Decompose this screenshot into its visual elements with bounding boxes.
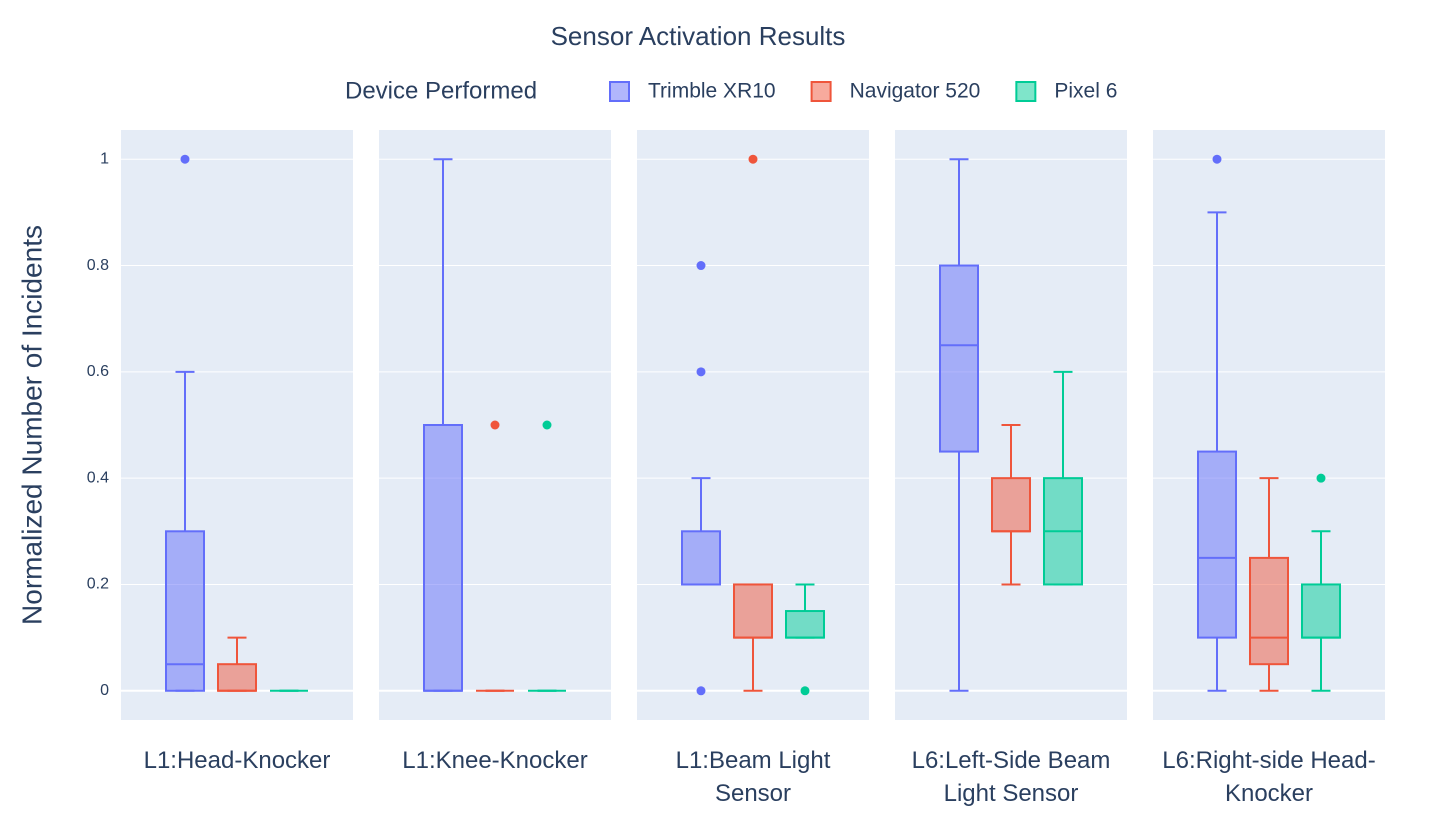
box: [217, 663, 257, 692]
box: [991, 477, 1031, 533]
x-category-label: L6:Left-Side Beam Light Sensor: [911, 747, 1111, 807]
box: [1197, 450, 1237, 639]
box: [785, 610, 825, 639]
legend-swatch: [609, 81, 630, 102]
outlier: [696, 686, 706, 696]
y-tick-label: 0.2: [87, 576, 109, 593]
outlier: [542, 420, 552, 430]
legend-swatch: [1015, 81, 1037, 102]
y-tick-label: 0.8: [87, 257, 109, 274]
legend-label: Pixel 6: [1054, 80, 1117, 103]
box: [423, 424, 463, 692]
y-tick-label: 1: [100, 150, 109, 167]
legend-label: Trimble XR10: [648, 80, 776, 103]
box: [733, 583, 773, 639]
outlier: [696, 261, 706, 271]
box: [1301, 583, 1341, 639]
x-category-label: L1:Beam Light Sensor: [675, 747, 831, 807]
outlier: [800, 686, 810, 696]
y-tick-label: 0.6: [87, 363, 109, 380]
box: [681, 530, 721, 586]
chart-title: Sensor Activation Results: [551, 21, 846, 51]
outlier: [490, 420, 500, 430]
x-category-label: L6:Right-side Head-Knocker: [1162, 747, 1376, 807]
outlier: [696, 367, 706, 377]
panel-background: [121, 130, 353, 720]
legend-swatch: [810, 81, 832, 102]
y-tick-label: 0: [100, 682, 109, 699]
outlier: [748, 154, 758, 164]
box: [165, 530, 205, 692]
outlier: [1316, 473, 1326, 483]
box: [1249, 556, 1289, 666]
box: [939, 264, 979, 453]
y-tick-label: 0.4: [87, 469, 109, 486]
y-axis-label: Normalized Number of Incidents: [16, 225, 47, 625]
legend-title: Device Performed: [345, 77, 537, 104]
outlier: [180, 154, 190, 164]
x-category-label: L1:Head-Knocker: [143, 747, 331, 774]
outlier: [1212, 154, 1222, 164]
legend-label: Navigator 520: [850, 80, 981, 103]
x-category-label: L1:Knee-Knocker: [402, 747, 588, 774]
